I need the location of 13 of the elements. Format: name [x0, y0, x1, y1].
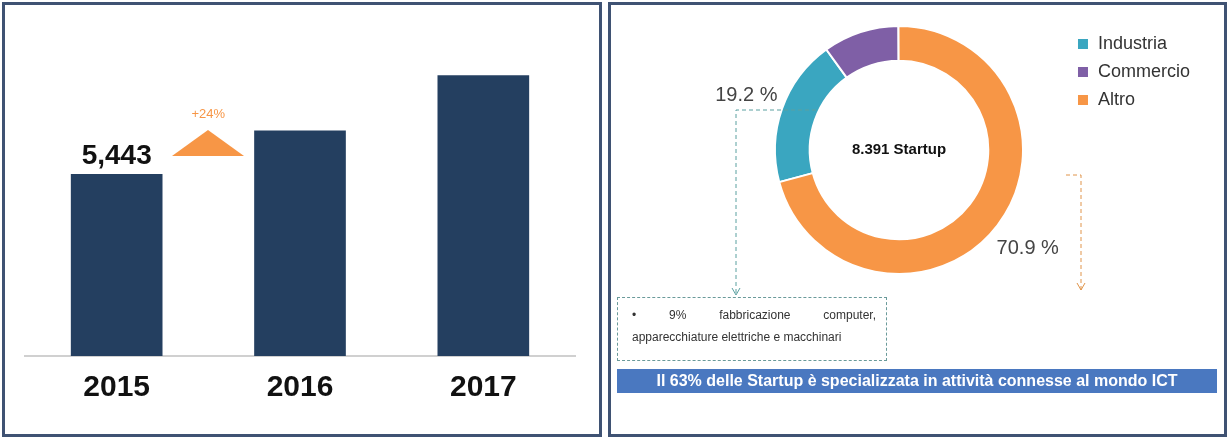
legend-label: Industria [1097, 32, 1169, 53]
data-label: 70.9 % [996, 235, 1060, 258]
data-label: 5,443 [81, 138, 152, 170]
x-tick-label: 2015 [83, 369, 151, 403]
text: Il 63% delle Startup è specializzata in attività connesse al mondo ICT [617, 369, 1217, 393]
x-tick-label: 2016 [266, 369, 334, 403]
legend-label: Commercio [1097, 60, 1190, 81]
data-label: 19.2 % [715, 83, 778, 106]
text: 8.391 Startup [851, 140, 947, 158]
annotation: +24% [191, 105, 226, 121]
text: • 9% fabbricazione computer, apparecchiature elettriche e macchinari [617, 297, 887, 361]
x-tick-label: 2017 [449, 369, 517, 403]
legend-label: Altro [1097, 88, 1135, 109]
